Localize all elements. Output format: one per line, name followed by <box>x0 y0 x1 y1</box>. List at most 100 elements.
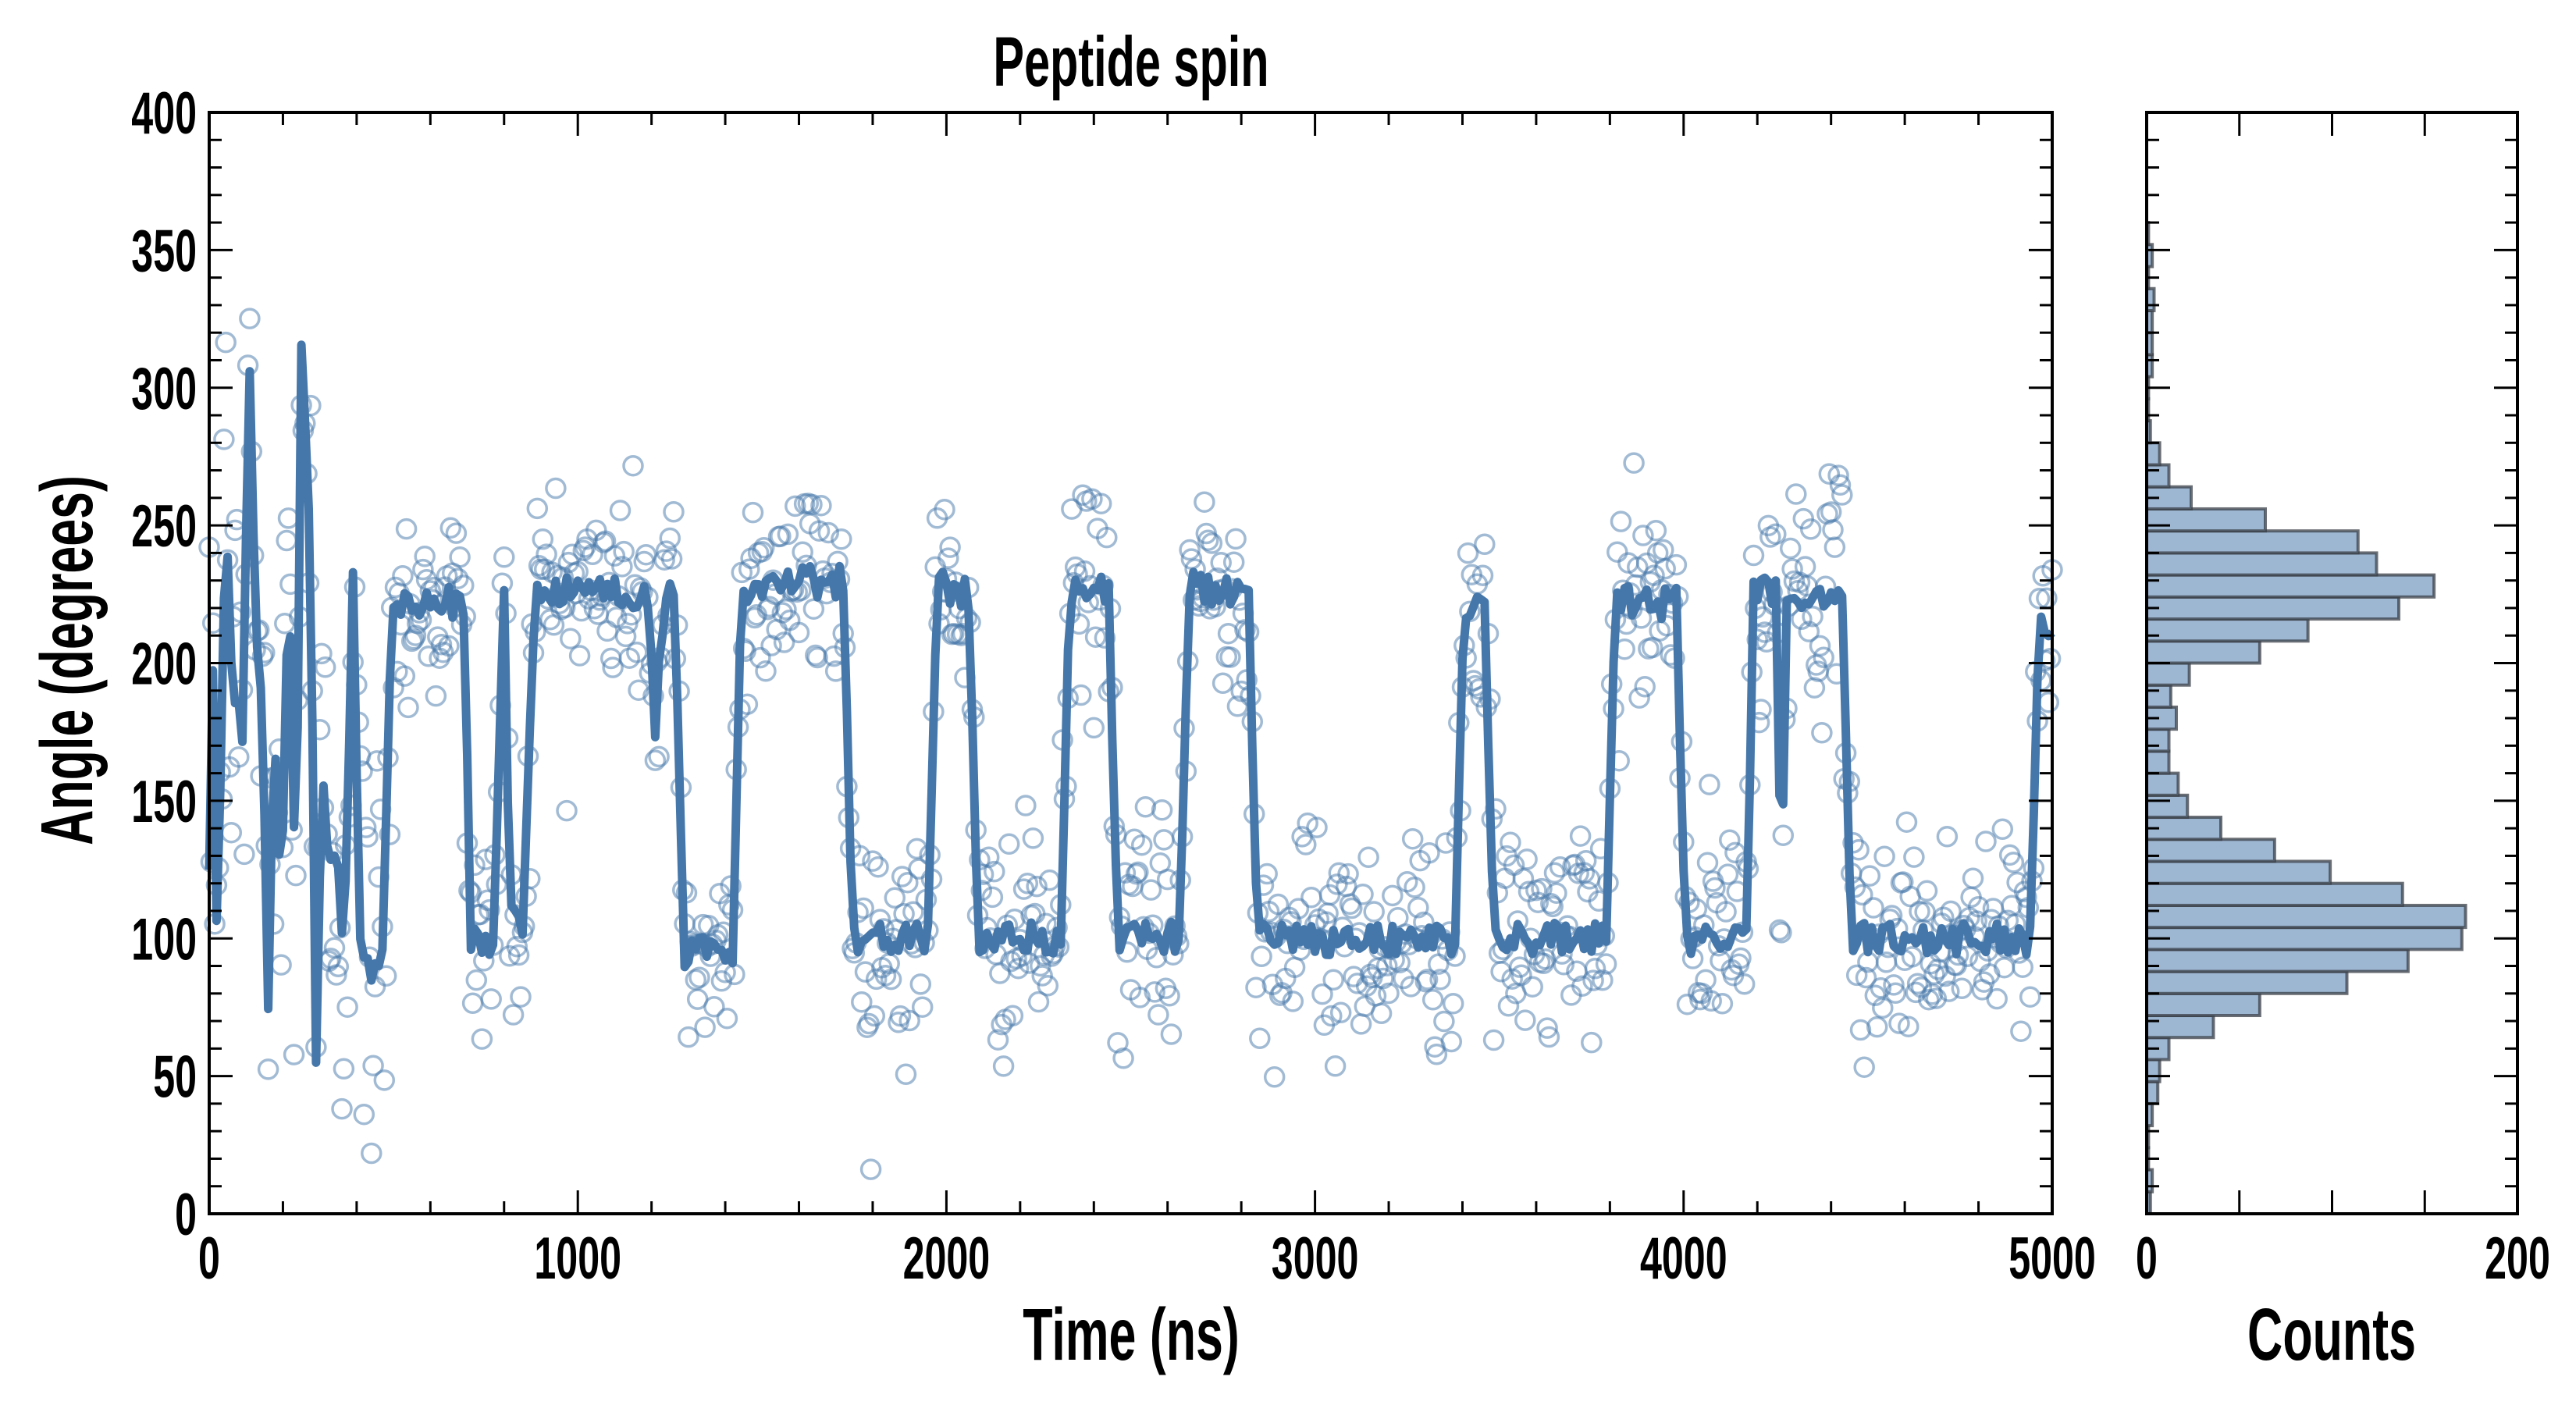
scatter-point <box>1921 984 1944 1005</box>
scatter-point <box>2019 986 2041 1008</box>
x-tick-label: 5000 <box>2008 1225 2096 1292</box>
scatter-point <box>678 1026 699 1048</box>
scatter-point <box>1730 947 1752 969</box>
scatter-point <box>934 499 955 521</box>
scatter-point <box>1951 977 1973 1000</box>
scatter-point <box>1923 963 1945 985</box>
scatter-point <box>430 633 453 656</box>
scatter-point <box>1147 1004 1169 1026</box>
x-axis-label: Time (ns) <box>1023 1293 1240 1376</box>
scatter-point <box>742 501 764 524</box>
histogram-tick-labels: 0 200 <box>2136 1225 2550 1292</box>
scatter-point <box>622 454 644 477</box>
scatter-point <box>2028 588 2051 610</box>
scatter-point <box>582 543 603 566</box>
scatter-point <box>2037 691 2060 713</box>
scatter-point <box>270 954 292 976</box>
scatter-point <box>326 964 347 986</box>
scatter-point <box>1153 829 1175 851</box>
scatter-point <box>1022 827 1044 849</box>
scatter-point <box>362 1055 384 1076</box>
scatter-point <box>1967 896 1990 918</box>
y-tick-label: 300 <box>131 356 197 422</box>
scatter-point <box>1083 717 1105 739</box>
scatter-point <box>1623 452 1645 474</box>
scatter-point <box>1016 873 1039 895</box>
scatter-point <box>1219 646 1241 668</box>
histogram-bar <box>2145 463 2171 489</box>
scatter-point <box>1329 1001 1352 1024</box>
scatter-point <box>1357 846 1379 869</box>
scatter-point <box>1746 628 1768 651</box>
scatter-point <box>984 860 1005 883</box>
scatter-point <box>1322 969 1344 991</box>
scatter-point <box>1866 1016 1888 1038</box>
histogram-bar <box>2145 771 2180 797</box>
scatter-point <box>1859 865 1881 887</box>
scatter-point <box>1125 863 1147 885</box>
scatter-point <box>1201 532 1223 554</box>
scatter-point <box>465 969 488 991</box>
scatter-point <box>911 996 934 1018</box>
scatter-point <box>1531 877 1553 900</box>
scatter-point <box>802 598 825 620</box>
histogram-bar <box>2145 1014 2215 1040</box>
scatter-point <box>1318 884 1341 906</box>
histogram-bar <box>2145 441 2161 467</box>
histogram-bar <box>2145 683 2172 709</box>
scatter-point <box>592 532 615 553</box>
scatter-point <box>788 621 810 644</box>
scatter-point <box>1510 964 1532 987</box>
scatter-point <box>1363 901 1385 923</box>
scatter-point <box>851 991 873 1013</box>
scatter-point <box>2012 956 2033 978</box>
histogram-bar <box>2145 903 2467 930</box>
scatter-point <box>545 477 567 500</box>
scatter-point <box>1521 976 1543 998</box>
scatter-point <box>609 500 632 521</box>
scatter-point <box>1549 855 1571 878</box>
scatter-point <box>1845 964 1868 987</box>
scatter-point <box>228 746 250 768</box>
scatter-point <box>392 565 414 587</box>
x-tick-label: 3000 <box>1272 1225 1359 1292</box>
y-tick-label: 150 <box>131 769 197 835</box>
scatter-point <box>1179 539 1201 561</box>
scatter-point <box>1938 980 1960 1002</box>
scatter-point <box>1918 988 1940 1011</box>
scatter-point <box>810 494 832 517</box>
scatter-point <box>1130 834 1153 856</box>
scatter-point <box>1002 1005 1024 1026</box>
scatter-point <box>1606 541 1628 563</box>
scatter-point <box>1799 518 1822 540</box>
scatter-point <box>397 696 419 719</box>
scatter-point <box>1940 900 1962 923</box>
scatter-point <box>874 964 897 987</box>
scatter-point <box>331 1097 353 1120</box>
scatter-point <box>1508 956 1531 978</box>
scatter-point <box>1699 774 1720 795</box>
scatter-point <box>981 886 1004 909</box>
scatter-point <box>1160 1023 1183 1045</box>
scatter-point <box>277 507 300 529</box>
scatter-point <box>213 429 235 450</box>
scatter-point <box>884 887 906 909</box>
histogram-x-tick-label: 200 <box>2485 1225 2550 1292</box>
scatter-point <box>1700 990 1722 1012</box>
scatter-point <box>1474 533 1496 556</box>
scatter-point <box>1779 537 1802 560</box>
scatter-point <box>526 497 549 520</box>
scatter-point <box>1129 987 1151 1008</box>
scatter-point <box>1407 897 1429 919</box>
smoothed-trace-line <box>205 340 2055 1067</box>
histogram-bar <box>2145 617 2310 643</box>
scatter-point <box>395 518 418 540</box>
scatter-point <box>1497 995 1520 1017</box>
scatter-point <box>694 1016 716 1038</box>
scatter-point <box>1798 621 1820 642</box>
scatter-point <box>939 536 961 558</box>
scatter-point <box>663 501 685 523</box>
scatter-point <box>602 656 624 678</box>
scatter-point <box>1494 867 1516 889</box>
scatter-point <box>1581 1031 1603 1054</box>
